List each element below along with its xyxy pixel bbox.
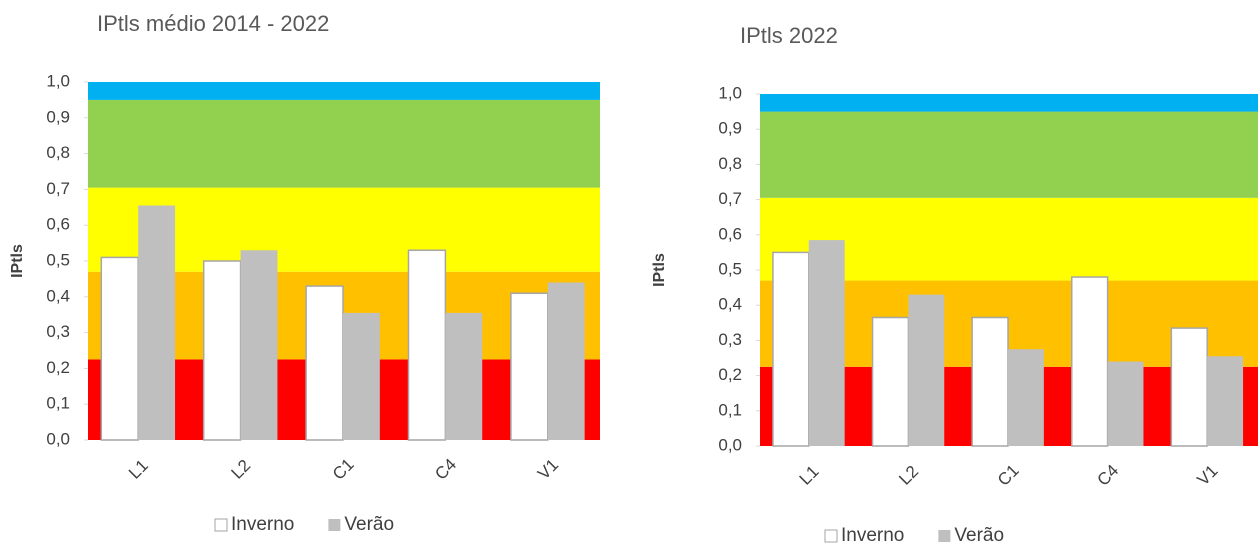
bar <box>305 285 344 441</box>
y-tick-label: 0,1 <box>718 400 742 419</box>
chart-title: IPtls 2022 <box>740 23 838 48</box>
legend-label: Verão <box>344 514 394 535</box>
y-tick-label: 0,0 <box>718 435 742 454</box>
x-tick-label: L2 <box>895 462 922 489</box>
y-tick-label: 0,4 <box>718 295 742 314</box>
bar <box>445 312 483 440</box>
chart: IPtls 2022 IPtls 0,0 0,1 0,2 0,3 0,4 0,5 0,6 0,7 0… <box>651 23 1258 546</box>
bar <box>1107 361 1144 446</box>
x-tick-label: C4 <box>431 455 460 484</box>
x-tick-label: C1 <box>994 461 1023 490</box>
y-tick-label: 0,8 <box>46 143 70 162</box>
bar <box>1207 356 1244 446</box>
y-tick-label: 0,4 <box>46 286 70 305</box>
bar <box>547 282 585 440</box>
legend-swatch <box>938 530 951 542</box>
band <box>88 82 600 100</box>
bar <box>808 240 845 446</box>
y-tick-label: 0,1 <box>46 394 70 413</box>
x-tick-label: C4 <box>1093 461 1122 490</box>
x-tick-label: V1 <box>1193 461 1221 489</box>
band <box>760 94 1258 112</box>
y-tick-label: 0,9 <box>46 107 70 126</box>
bar <box>240 250 278 440</box>
x-tick-label: L1 <box>796 462 823 489</box>
y-tick-label: 0,5 <box>46 250 70 269</box>
chart: IPtls médio 2014 - 2022 IPtls 0,0 0,1 0,2 0,3… <box>9 11 600 535</box>
bar <box>342 312 380 440</box>
band <box>760 111 1258 198</box>
y-tick-label: 0,2 <box>46 358 70 377</box>
y-tick-label: 0,5 <box>718 259 742 278</box>
bar <box>202 260 242 441</box>
bar <box>138 205 176 440</box>
bar <box>1008 349 1044 446</box>
y-tick-label: 0,2 <box>718 365 742 384</box>
y-axis-title: IPtls <box>651 253 668 287</box>
bar <box>971 316 1009 447</box>
y-tick-label: 1,0 <box>718 83 742 102</box>
y-tick-label: 0,6 <box>46 215 70 234</box>
x-tick-label: L2 <box>227 456 254 483</box>
y-axis-title: IPtls <box>9 244 26 278</box>
bar <box>772 251 810 447</box>
legend-label: Verão <box>954 525 1004 546</box>
y-tick-label: 0,8 <box>718 154 742 173</box>
bar <box>510 292 549 441</box>
x-tick-label: V1 <box>534 455 562 483</box>
bar <box>407 249 447 441</box>
legend-label: Inverno <box>231 514 294 535</box>
y-tick-label: 1,0 <box>46 71 70 90</box>
bar <box>908 294 945 446</box>
legend-swatch <box>824 529 838 543</box>
bar <box>100 256 139 441</box>
y-tick-label: 0,3 <box>718 330 742 349</box>
x-tick-label: C1 <box>329 455 358 484</box>
bar <box>1070 276 1109 447</box>
chart-title: IPtls médio 2014 - 2022 <box>97 11 329 36</box>
legend-swatch <box>328 519 341 531</box>
y-tick-label: 0,7 <box>46 179 70 198</box>
legend-swatch <box>214 518 228 532</box>
x-tick-label: L1 <box>125 456 152 483</box>
legend-label: Inverno <box>841 525 904 546</box>
y-tick-label: 0,6 <box>718 224 742 243</box>
y-tick-label: 0,9 <box>718 119 742 138</box>
band <box>88 99 600 188</box>
y-tick-label: 0,0 <box>46 429 70 448</box>
y-tick-label: 0,3 <box>46 322 70 341</box>
bar <box>1170 327 1208 447</box>
y-tick-label: 0,7 <box>718 189 742 208</box>
bar <box>871 316 910 447</box>
